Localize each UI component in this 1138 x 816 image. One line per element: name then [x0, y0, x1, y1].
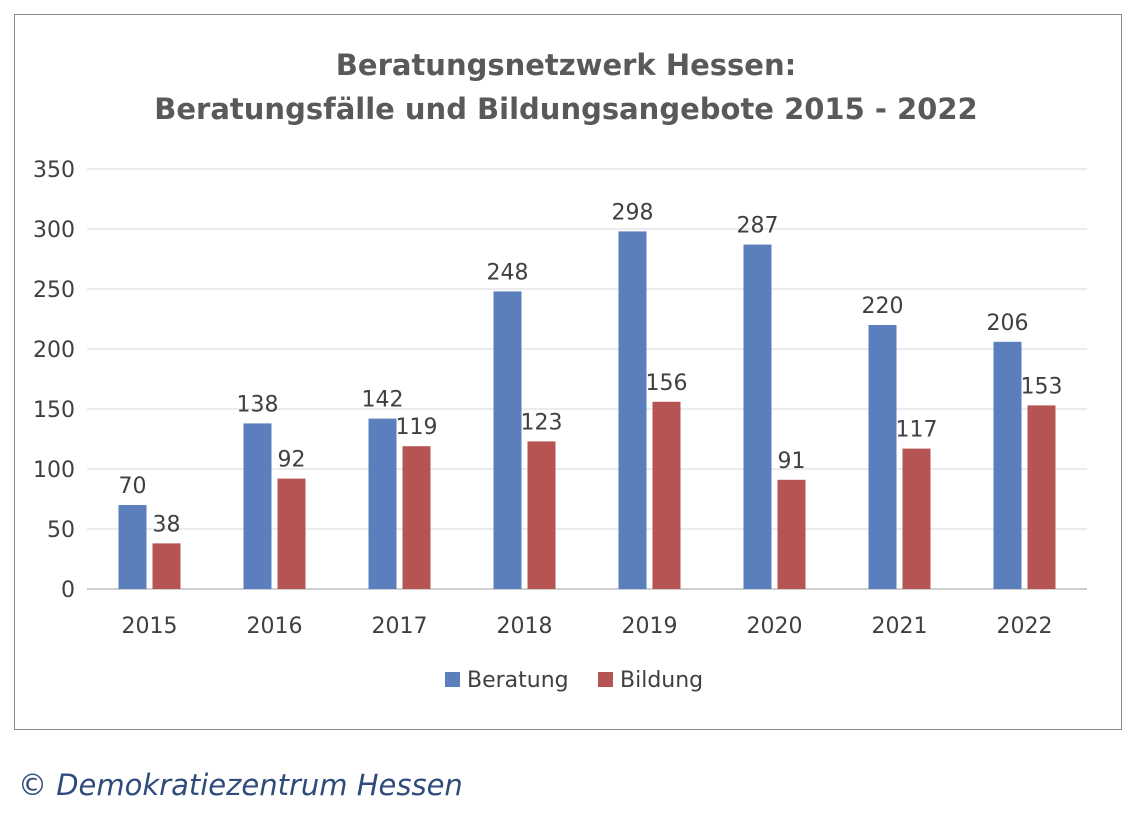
- bar-bildung: [902, 448, 931, 589]
- x-tick-label: 2017: [372, 614, 428, 639]
- chart-frame: Beratungsnetzwerk Hessen: Beratungsfälle…: [14, 14, 1122, 730]
- legend-swatch-bildung: [598, 672, 613, 687]
- data-label-beratung: 142: [362, 388, 404, 413]
- data-label-beratung: 206: [987, 311, 1029, 336]
- data-label-bildung: 153: [1021, 374, 1063, 399]
- bars: [118, 231, 1056, 589]
- y-tick-label: 250: [33, 278, 75, 303]
- data-label-bildung: 156: [646, 371, 688, 396]
- y-tick-label: 0: [61, 578, 75, 603]
- data-label-bildung: 119: [396, 415, 438, 440]
- bar-bildung: [527, 441, 556, 589]
- x-tick-label: 2021: [872, 614, 928, 639]
- bar-beratung: [118, 505, 147, 589]
- data-label-beratung: 248: [487, 260, 529, 285]
- bar-beratung: [868, 325, 897, 589]
- y-tick-label: 200: [33, 338, 75, 363]
- bar-bildung: [277, 478, 306, 589]
- bar-bildung: [402, 446, 431, 589]
- gridlines: [87, 168, 1087, 590]
- bar-bildung: [777, 479, 806, 589]
- bar-beratung: [243, 423, 272, 589]
- legend-swatch-beratung: [445, 672, 460, 687]
- chart-title-line-2: Beratungsfälle und Bildungsangebote 2015…: [154, 92, 977, 126]
- x-tick-label: 2020: [747, 614, 803, 639]
- data-label-beratung: 70: [119, 474, 147, 499]
- y-tick-label: 100: [33, 458, 75, 483]
- data-label-beratung: 298: [612, 200, 654, 225]
- bar-bildung: [652, 401, 681, 589]
- legend-label-bildung: Bildung: [620, 668, 703, 693]
- data-label-bildung: 117: [896, 418, 938, 443]
- data-label-bildung: 38: [153, 512, 181, 537]
- y-tick-label: 300: [33, 218, 75, 243]
- bar-beratung: [368, 418, 397, 589]
- bar-beratung: [618, 231, 647, 589]
- chart-title: Beratungsnetzwerk Hessen: Beratungsfälle…: [154, 48, 977, 126]
- legend: Beratung Bildung: [445, 668, 703, 693]
- bar-bildung: [152, 543, 181, 589]
- y-tick-label: 50: [47, 518, 75, 543]
- x-tick-label: 2015: [122, 614, 178, 639]
- data-label-bildung: 123: [521, 410, 563, 435]
- x-tick-label: 2016: [247, 614, 303, 639]
- y-axis: 0 50 100 150 200 250 300 350: [33, 158, 75, 603]
- data-label-bildung: 91: [778, 449, 806, 474]
- x-tick-label: 2022: [997, 614, 1053, 639]
- x-axis: 2015 2016 2017 2018 2019 2020 2021 2022: [122, 614, 1053, 639]
- bar-chart: Beratungsnetzwerk Hessen: Beratungsfälle…: [33, 48, 1087, 693]
- bar-beratung: [993, 341, 1022, 589]
- bar-beratung: [493, 291, 522, 589]
- legend-label-beratung: Beratung: [467, 668, 569, 693]
- data-label-beratung: 220: [862, 294, 904, 319]
- bar-beratung: [743, 244, 772, 589]
- data-label-beratung: 287: [737, 214, 779, 239]
- chart-title-line-1: Beratungsnetzwerk Hessen:: [336, 48, 796, 82]
- y-tick-label: 150: [33, 398, 75, 423]
- copyright-caption: © Demokratiezentrum Hessen: [18, 768, 463, 802]
- bar-bildung: [1027, 405, 1056, 589]
- data-label-bildung: 92: [278, 448, 306, 473]
- y-tick-label: 350: [33, 158, 75, 183]
- x-tick-label: 2018: [497, 614, 553, 639]
- data-label-beratung: 138: [237, 392, 279, 417]
- x-tick-label: 2019: [622, 614, 678, 639]
